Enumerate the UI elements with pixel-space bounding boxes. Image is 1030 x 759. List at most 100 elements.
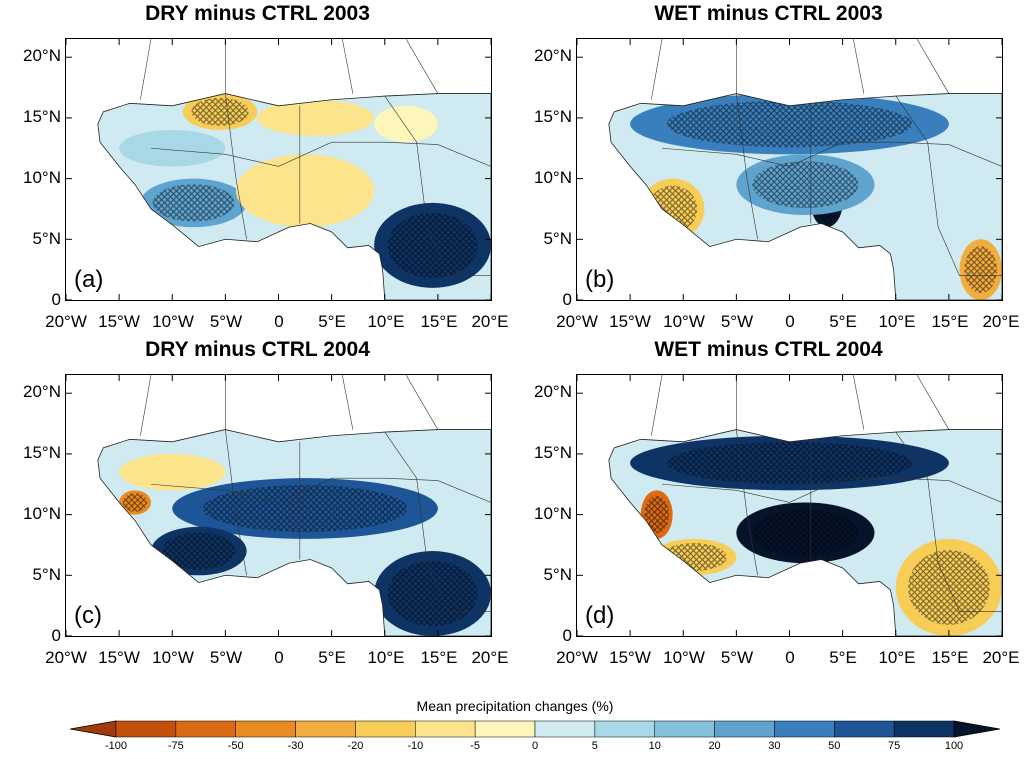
x-tick: 15°E xyxy=(420,312,458,331)
data-region xyxy=(119,130,226,167)
data-region xyxy=(236,154,375,228)
colorbar-label: 100 xyxy=(944,740,964,752)
y-tick: 0 xyxy=(562,290,572,309)
colorbar-segment xyxy=(893,720,955,738)
colorbar-label: -75 xyxy=(167,740,184,752)
colorbar-label: -20 xyxy=(347,740,364,752)
country-border xyxy=(384,95,491,276)
x-tick: 20°E xyxy=(982,648,1020,667)
y-tick: 15°N xyxy=(534,443,572,462)
x-tick: 0 xyxy=(785,648,795,667)
colorbar xyxy=(70,720,1000,738)
colorbar-segment xyxy=(594,720,655,738)
panel-label: (a) xyxy=(74,266,104,293)
panel-title: DRY minus CTRL 2003 xyxy=(145,2,370,25)
x-tick: 0 xyxy=(274,648,284,667)
y-tick: 15°N xyxy=(23,107,61,126)
significance-hatch xyxy=(964,246,998,293)
colorbar-label: 0 xyxy=(531,740,539,752)
significance-hatch xyxy=(152,184,235,222)
colorbar-label: 20 xyxy=(708,740,721,752)
colorbar-segment xyxy=(70,720,117,738)
country-border xyxy=(405,375,439,430)
map-svg xyxy=(66,375,491,636)
x-tick: 20°W xyxy=(45,648,87,667)
x-tick: 0 xyxy=(785,312,795,331)
data-region xyxy=(119,453,226,491)
x-tick: 15°E xyxy=(931,648,969,667)
x-tick: 15°W xyxy=(609,312,651,331)
x-tick: 5°E xyxy=(318,648,346,667)
significance-hatch xyxy=(162,532,236,570)
significance-hatch xyxy=(752,509,859,557)
country-border xyxy=(140,375,152,436)
data-region xyxy=(374,105,438,143)
country-border xyxy=(651,39,663,100)
x-tick: 5°E xyxy=(829,648,857,667)
colorbar-segment xyxy=(175,720,236,738)
y-tick: 5°N xyxy=(32,565,61,584)
colorbar-label: -50 xyxy=(227,740,244,752)
y-tick: 0 xyxy=(562,626,572,645)
y-tick: 20°N xyxy=(534,382,572,401)
map-plot: (d) xyxy=(576,374,1003,637)
x-tick: 10°W xyxy=(152,312,194,331)
field-layer xyxy=(97,429,491,636)
y-tick: 20°N xyxy=(23,46,61,65)
significance-hatch xyxy=(666,100,913,148)
country-border xyxy=(384,431,491,612)
country-border xyxy=(661,141,1002,167)
map-svg xyxy=(66,39,491,300)
panel-label: (d) xyxy=(585,602,615,629)
colorbar-label: 50 xyxy=(828,740,841,752)
coastline xyxy=(97,429,491,636)
x-tick: 20°W xyxy=(45,312,87,331)
colorbar-title: Mean precipitation changes (%) xyxy=(416,698,614,714)
colorbar-label: 75 xyxy=(888,740,901,752)
x-tick: 5°E xyxy=(318,312,346,331)
country-border xyxy=(736,429,758,576)
colorbar-label: 5 xyxy=(591,740,598,752)
significance-hatch xyxy=(387,560,478,627)
panel-d: WET minus CTRL 2004 (d) 20°N 15°N 10°N 5… xyxy=(511,336,1026,681)
country-border xyxy=(651,375,663,436)
country-border xyxy=(225,429,247,576)
colorbar-segment xyxy=(714,720,775,738)
y-tick: 10°N xyxy=(534,168,572,187)
significance-hatch xyxy=(191,97,249,126)
country-border xyxy=(916,39,950,94)
x-tick: 10°W xyxy=(663,312,705,331)
map-svg xyxy=(577,375,1002,636)
y-tick: 15°N xyxy=(534,107,572,126)
y-tick: 15°N xyxy=(23,443,61,462)
colorbar-segment xyxy=(834,720,895,738)
colorbar-label: -100 xyxy=(104,740,128,752)
colorbar-label: -10 xyxy=(407,740,424,752)
country-border xyxy=(853,375,865,430)
panel-c: DRY minus CTRL 2004 (c) 20°N 15°N 10°N 5… xyxy=(0,336,515,681)
map-svg xyxy=(577,39,1002,300)
country-border xyxy=(150,477,491,503)
x-tick: 20°E xyxy=(471,312,509,331)
country-border xyxy=(895,95,1002,276)
x-tick: 10°W xyxy=(152,648,194,667)
x-tick: 15°E xyxy=(931,312,969,331)
colorbar-segment xyxy=(115,720,177,738)
country-border xyxy=(342,39,354,94)
panel-a: DRY minus CTRL 2003 (a) 20°N 15°N 10°N 5… xyxy=(0,0,515,345)
y-tick: 5°N xyxy=(543,565,572,584)
y-tick: 20°N xyxy=(23,382,61,401)
panel-title: WET minus CTRL 2004 xyxy=(654,338,883,361)
country-border xyxy=(225,93,247,240)
x-tick: 15°W xyxy=(609,648,651,667)
colorbar-label: -5 xyxy=(470,740,481,752)
colorbar-segment xyxy=(415,720,476,738)
coastline xyxy=(608,93,1002,300)
country-border xyxy=(853,39,865,94)
field-layer xyxy=(608,93,1002,300)
panel-title: DRY minus CTRL 2004 xyxy=(145,338,370,361)
map-plot: (b) xyxy=(576,38,1003,301)
x-tick: 20°W xyxy=(556,648,598,667)
coastline xyxy=(608,429,1002,636)
country-border xyxy=(405,39,439,94)
